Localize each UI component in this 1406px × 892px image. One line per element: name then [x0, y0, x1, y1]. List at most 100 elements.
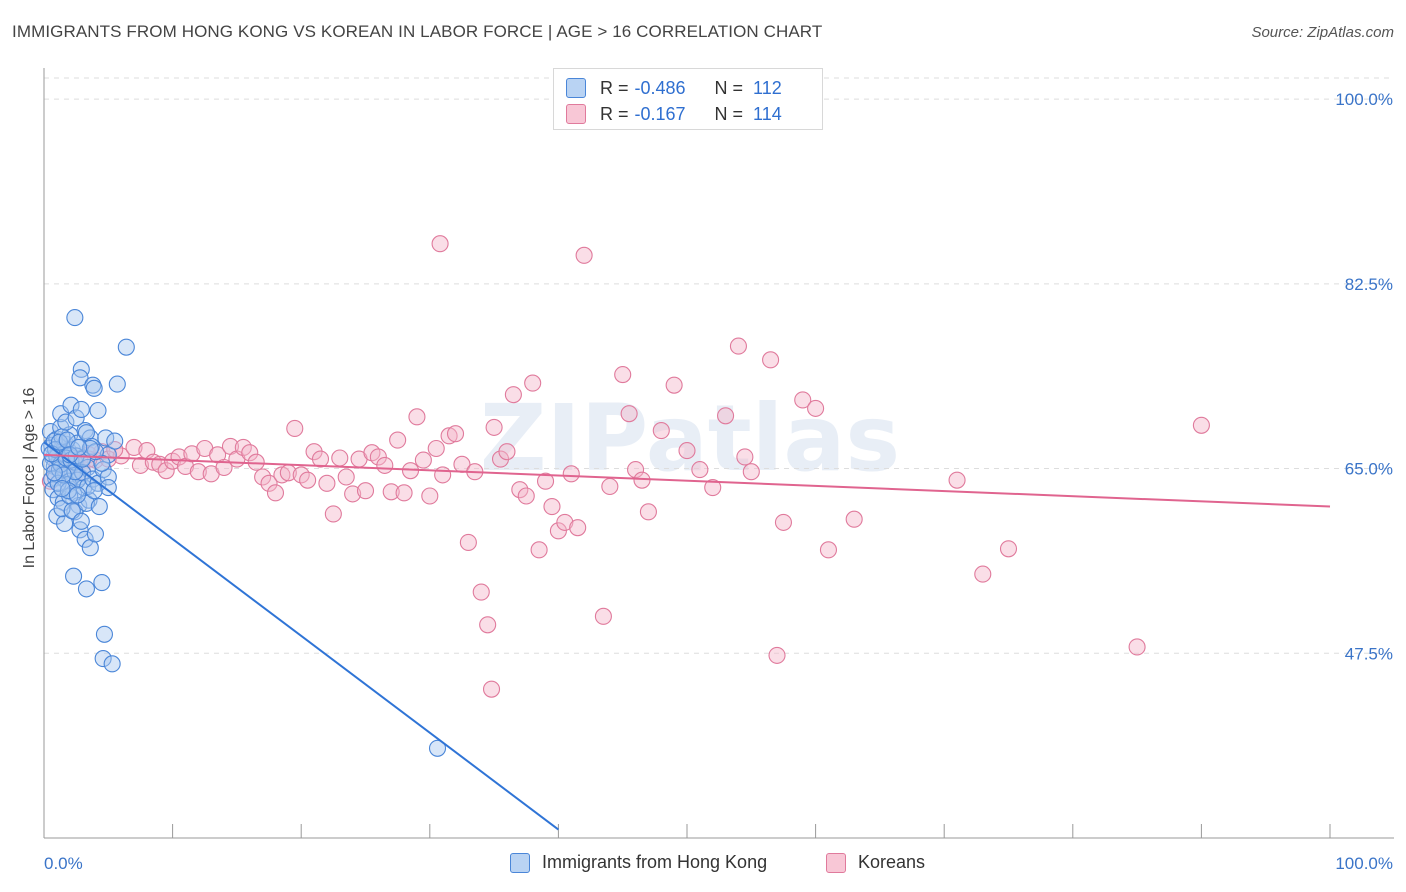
- korean-point: [266, 484, 285, 502]
- korean-point: [511, 481, 529, 499]
- korean-point: [665, 376, 683, 394]
- korean-point: [517, 487, 535, 505]
- korean-point: [431, 235, 449, 253]
- korean-point: [157, 462, 175, 480]
- korean-point: [717, 407, 735, 425]
- korean-point: [311, 450, 330, 468]
- korean-point: [633, 471, 651, 489]
- n-value: 114: [753, 103, 782, 124]
- korean-point: [627, 461, 645, 479]
- korean-point: [575, 246, 593, 264]
- hong-kong-point: [93, 574, 111, 592]
- korean-point: [318, 474, 336, 492]
- koreans-trend-line: [43, 453, 1331, 508]
- legend-item-koreans[interactable]: Koreans: [826, 852, 925, 873]
- x-tick-label: 0.0%: [44, 854, 83, 873]
- korean-point: [774, 513, 793, 531]
- korean-point: [356, 482, 375, 500]
- chart-title: IMMIGRANTS FROM HONG KONG VS KOREAN IN L…: [12, 22, 823, 41]
- hong-kong-point: [85, 482, 103, 500]
- korean-point: [845, 510, 863, 528]
- korean-point: [440, 427, 458, 445]
- series-legend: Immigrants from Hong Kong Koreans: [0, 852, 1406, 878]
- hong-kong-point: [99, 446, 117, 464]
- hong-kong-point: [86, 443, 104, 461]
- korean-point: [524, 374, 542, 392]
- korean-point: [1192, 416, 1210, 434]
- legend-row-koreans: R = -0.167 N = 114: [566, 101, 782, 127]
- korean-point: [485, 418, 503, 436]
- hong-kong-point: [77, 580, 95, 598]
- korean-point: [819, 541, 838, 559]
- korean-point: [691, 461, 709, 479]
- korean-point: [459, 533, 477, 551]
- y-tick-label: 65.0%: [1345, 460, 1393, 479]
- korean-point: [762, 351, 780, 369]
- hong-kong-point: [70, 438, 88, 456]
- hong-kong-trend-line: [43, 441, 560, 831]
- korean-point: [504, 386, 522, 404]
- gridlines: [44, 77, 1394, 654]
- hong-kong-point: [108, 375, 126, 393]
- legend-swatch-koreans: [566, 104, 586, 124]
- korean-point: [125, 438, 143, 456]
- hong-kong-point: [103, 655, 121, 673]
- hong-kong-point: [95, 625, 113, 643]
- korean-point: [189, 463, 207, 481]
- legend-swatch-koreans: [826, 852, 846, 873]
- legend-item-hong-kong[interactable]: Immigrants from Hong Kong: [510, 852, 767, 873]
- hong-kong-points: [40, 309, 447, 757]
- hong-kong-point: [53, 480, 71, 498]
- korean-point: [482, 680, 501, 698]
- hong-kong-point: [428, 739, 447, 757]
- korean-point: [299, 471, 317, 489]
- hong-kong-point: [76, 530, 94, 548]
- korean-point: [215, 458, 233, 477]
- y-tick-label: 100.0%: [1335, 90, 1393, 109]
- korean-point: [807, 399, 825, 417]
- korean-point: [479, 616, 497, 634]
- korean-point: [382, 483, 400, 501]
- korean-point: [408, 408, 426, 426]
- n-label: N =: [714, 77, 744, 98]
- korean-point: [704, 479, 722, 497]
- korean-point: [620, 405, 638, 423]
- korean-point: [286, 419, 304, 437]
- korean-point: [1128, 638, 1146, 656]
- korean-point: [948, 471, 966, 489]
- hong-kong-point: [99, 479, 117, 497]
- r-value: -0.167: [634, 103, 686, 124]
- korean-point: [344, 485, 362, 503]
- hong-kong-point: [72, 512, 90, 530]
- korean-point: [729, 337, 747, 355]
- correlation-legend: R = -0.486 N = 112 R = -0.167 N = 114: [553, 68, 823, 130]
- koreans-points: [41, 235, 1210, 698]
- hong-kong-point: [66, 309, 84, 327]
- r-label: R =: [600, 77, 629, 98]
- korean-point: [742, 463, 760, 481]
- hong-kong-point: [53, 500, 71, 518]
- korean-point: [562, 465, 580, 483]
- korean-point: [543, 498, 561, 516]
- korean-point: [594, 607, 612, 625]
- legend-row-hong-kong: R = -0.486 N = 112: [566, 75, 782, 101]
- korean-point: [569, 519, 587, 537]
- hong-kong-point: [85, 379, 103, 397]
- korean-point: [601, 477, 619, 496]
- korean-point: [434, 466, 452, 484]
- korean-point: [414, 451, 432, 469]
- korean-point: [614, 366, 632, 384]
- hong-kong-point: [65, 567, 83, 585]
- korean-point: [369, 448, 387, 466]
- korean-point: [376, 456, 394, 474]
- korean-point: [768, 646, 786, 664]
- hong-kong-point: [67, 409, 85, 427]
- axis-ticks: [43, 824, 1331, 838]
- korean-point: [324, 505, 342, 523]
- korean-point: [331, 449, 349, 467]
- hong-kong-point: [56, 514, 74, 532]
- korean-point: [639, 503, 657, 521]
- korean-point: [974, 565, 992, 583]
- korean-point: [260, 474, 278, 492]
